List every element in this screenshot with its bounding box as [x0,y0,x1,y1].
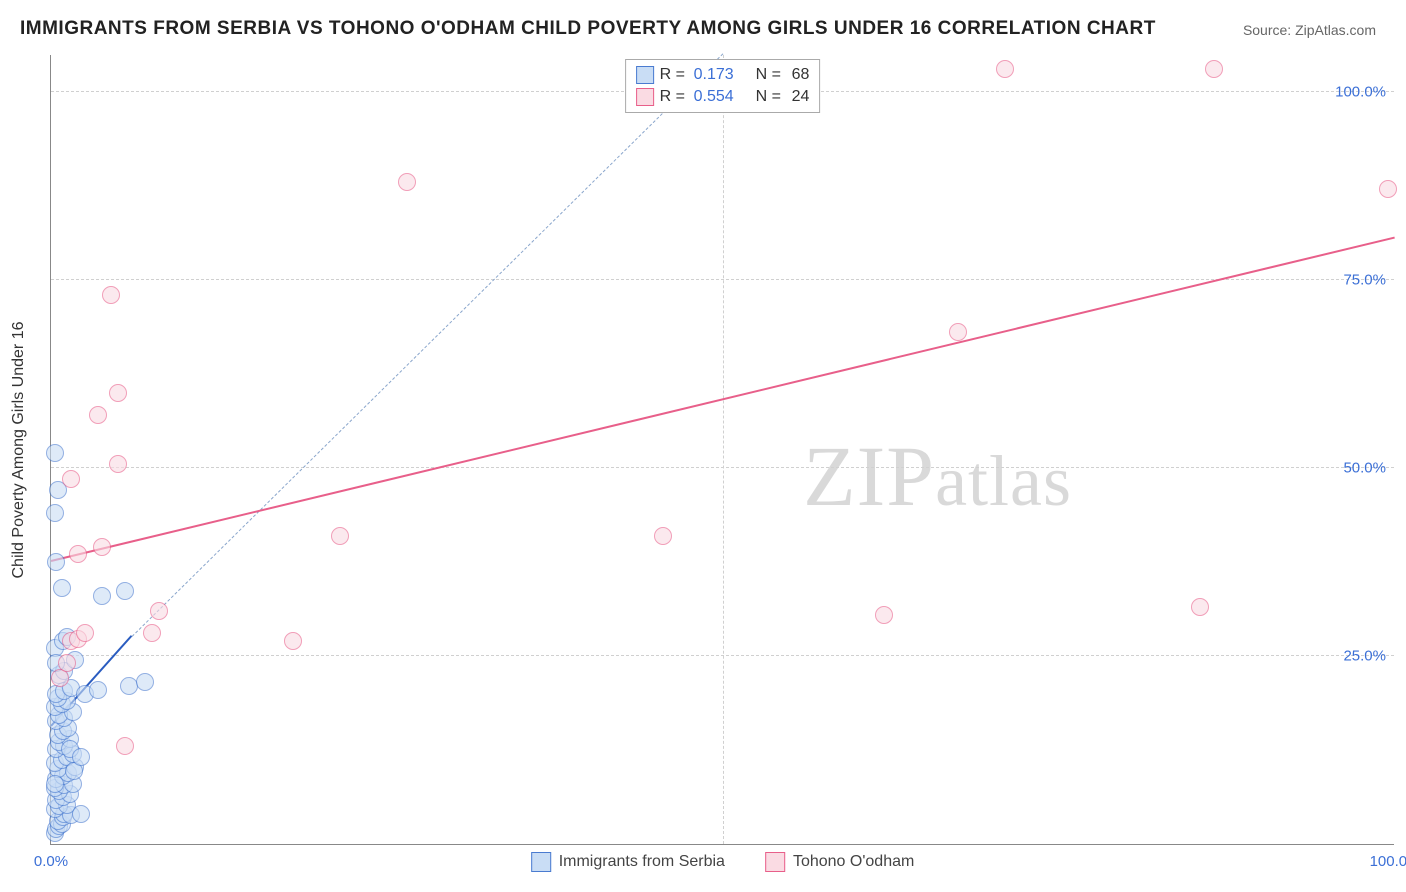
data-point [875,606,893,624]
data-point [58,654,76,672]
x-tick-label: 0.0% [34,853,68,870]
data-point [76,624,94,642]
data-point [109,455,127,473]
data-point [62,470,80,488]
legend-row-series-2: R = 0.554 N = 24 [636,86,810,108]
y-axis-label: Child Poverty Among Girls Under 16 [10,193,28,450]
y-tick-label: 25.0% [1343,647,1386,664]
data-point [93,587,111,605]
scatter-plot-area: ZIPatlas R = 0.173 N = 68 R = 0.554 N = … [50,55,1394,845]
data-point [72,805,90,823]
data-point [47,553,65,571]
data-point [93,538,111,556]
legend-row-series-1: R = 0.173 N = 68 [636,64,810,86]
data-point [1379,180,1397,198]
data-point [53,579,71,597]
data-point [949,323,967,341]
data-point [102,286,120,304]
data-point [996,60,1014,78]
grid-line-v [723,55,724,844]
legend-label-2: Tohono O'odham [793,853,914,871]
legend-swatch-icon [765,852,785,872]
r-value-2: 0.554 [694,88,750,106]
data-point [89,681,107,699]
data-point [1205,60,1223,78]
data-point [398,173,416,191]
data-point [69,545,87,563]
legend-swatch-icon [531,852,551,872]
data-point [284,632,302,650]
legend-swatch-1 [636,66,654,84]
y-tick-label: 100.0% [1335,83,1386,100]
n-label: N = [756,88,786,106]
correlation-legend: R = 0.173 N = 68 R = 0.554 N = 24 [625,59,821,113]
chart-title: IMMIGRANTS FROM SERBIA VS TOHONO O'ODHAM… [20,18,1156,40]
data-point [116,582,134,600]
data-point [654,527,672,545]
data-point [46,444,64,462]
n-value-1: 68 [792,66,810,84]
y-tick-label: 75.0% [1343,271,1386,288]
r-value-1: 0.173 [694,66,750,84]
n-value-2: 24 [792,88,810,106]
r-label: R = [660,88,688,106]
legend-swatch-2 [636,88,654,106]
legend-label-1: Immigrants from Serbia [559,853,725,871]
n-label: N = [756,66,786,84]
data-point [1191,598,1209,616]
data-point [331,527,349,545]
data-point [89,406,107,424]
series-legend: Immigrants from Serbia Tohono O'odham [531,852,915,872]
r-label: R = [660,66,688,84]
data-point [109,384,127,402]
data-point [46,504,64,522]
data-point [136,673,154,691]
source-label: Source: ZipAtlas.com [1243,22,1376,38]
y-tick-label: 50.0% [1343,459,1386,476]
data-point [72,748,90,766]
data-point [116,737,134,755]
watermark: ZIPatlas [803,426,1072,526]
data-point [46,775,64,793]
trend-line [131,53,723,637]
data-point [150,602,168,620]
x-tick-label: 100.0% [1370,853,1406,870]
data-point [143,624,161,642]
legend-item-2: Tohono O'odham [765,852,914,872]
legend-item-1: Immigrants from Serbia [531,852,725,872]
